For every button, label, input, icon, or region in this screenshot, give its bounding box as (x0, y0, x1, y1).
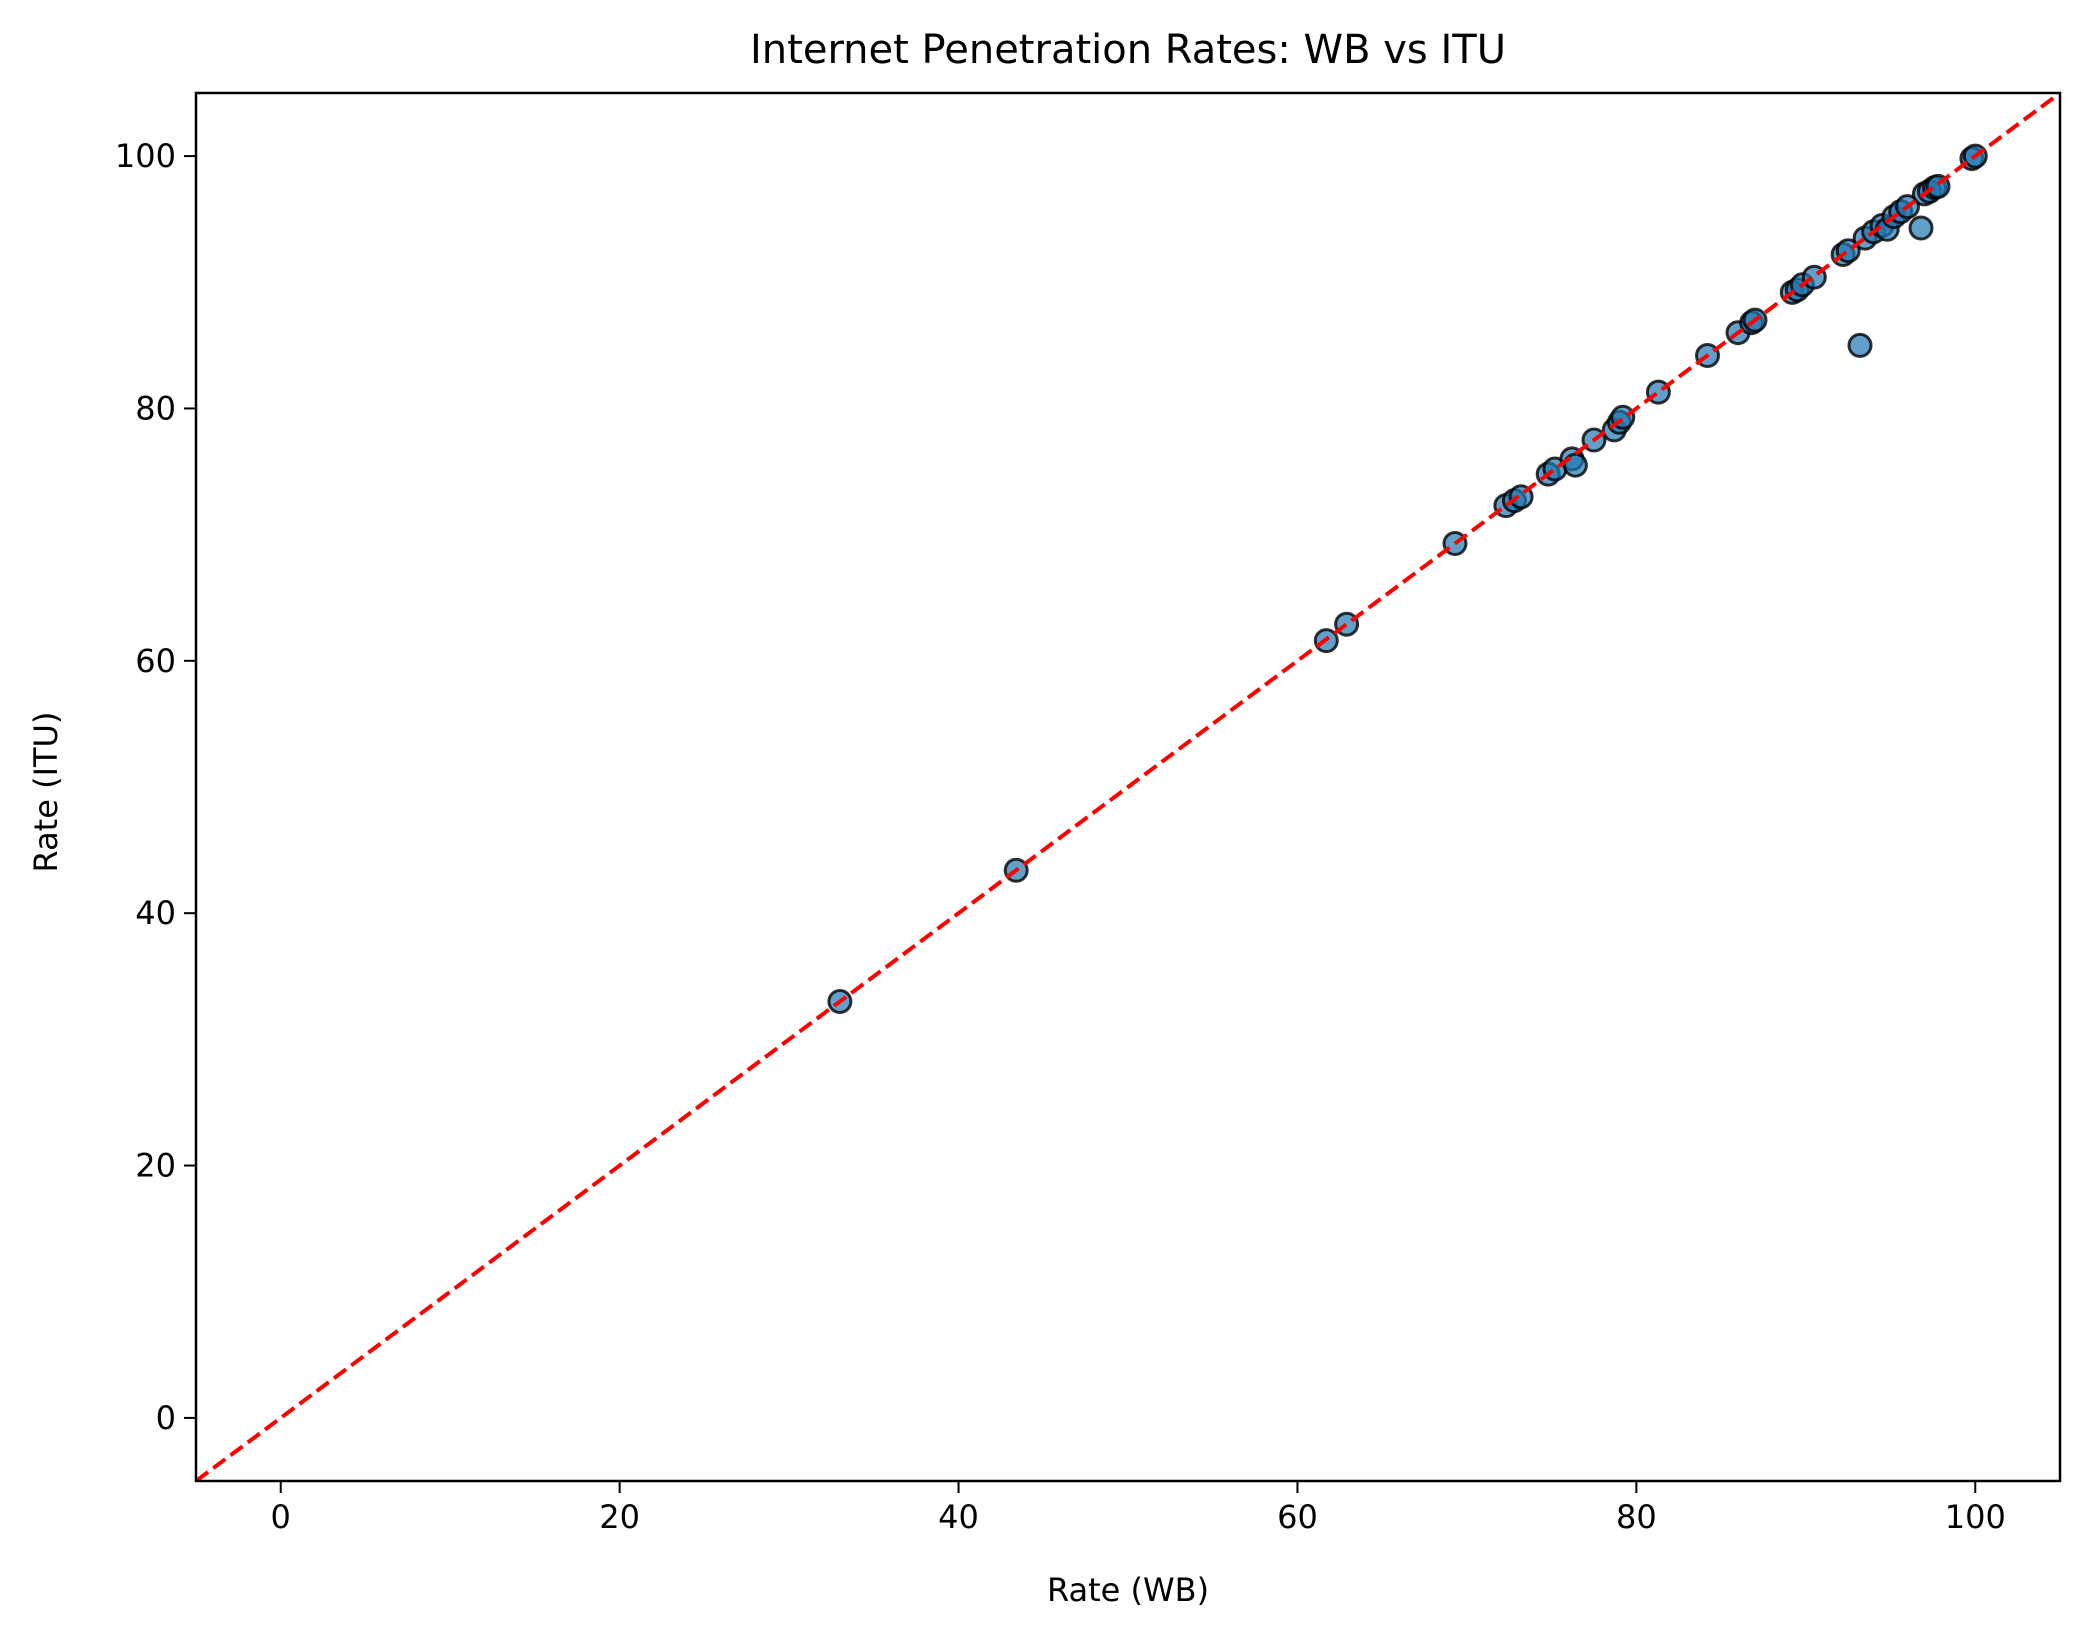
y-tick-label: 100 (115, 137, 176, 175)
y-tick-label: 60 (135, 642, 176, 680)
x-tick-label: 100 (1945, 1498, 2006, 1536)
y-tick-label: 40 (135, 894, 176, 932)
data-point (1847, 332, 1873, 358)
y-tick-label: 80 (135, 389, 176, 427)
plot-frame (194, 91, 2062, 1483)
axes: 0 20 40 60 80 100 0 20 40 60 80 100 (115, 91, 2062, 1536)
data-point (1908, 215, 1934, 241)
x-tick-label: 20 (599, 1498, 640, 1536)
x-tick-label: 0 (271, 1498, 291, 1536)
y-tick-label: 0 (156, 1399, 176, 1437)
x-axis-label: Rate (WB) (1047, 1571, 1209, 1609)
y-tick-label: 20 (135, 1147, 176, 1185)
reference-line (196, 93, 2060, 1481)
x-tick-label: 60 (1277, 1498, 1318, 1536)
x-tick-label: 80 (1616, 1498, 1657, 1536)
data-points (196, 93, 2060, 1481)
x-tick-label: 40 (938, 1498, 979, 1536)
y-axis-label: Rate (ITU) (27, 712, 65, 873)
chart-title: Internet Penetration Rates: WB vs ITU (750, 27, 1506, 73)
